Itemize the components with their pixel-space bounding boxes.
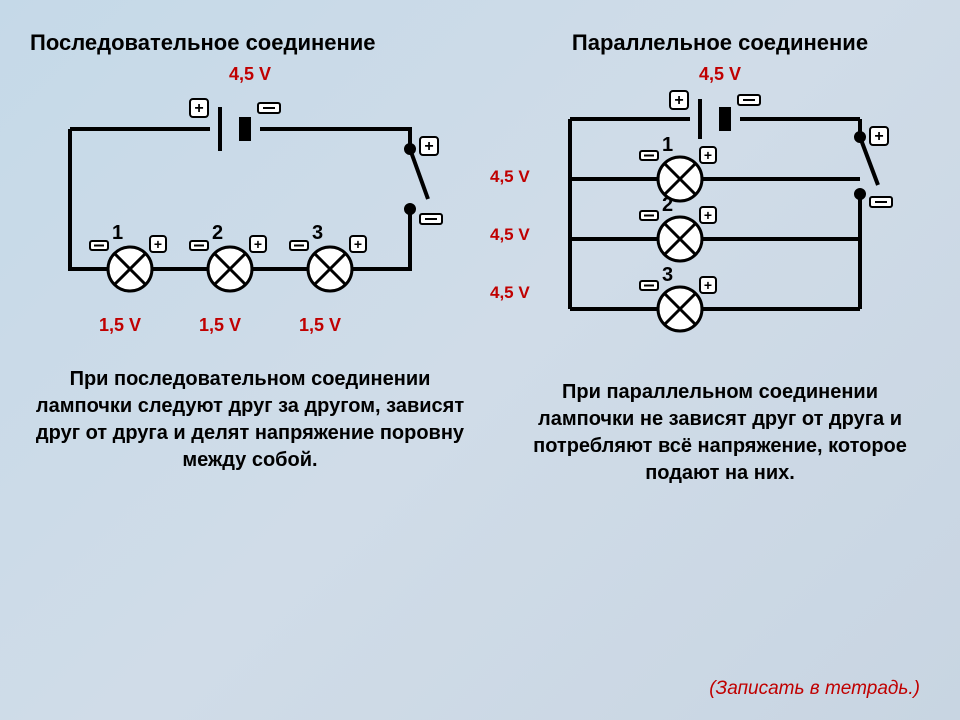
parallel-column: Параллельное соединение 4,5 V 4,5 V 4,5 …: [500, 30, 940, 487]
series-description: При последовательном соединении лампочки…: [30, 366, 470, 474]
plus-icon: +: [350, 236, 366, 252]
minus-icon: [640, 151, 658, 160]
parallel-circuit-svg: + + + + + 1 2 3: [500, 89, 920, 349]
minus-icon: [190, 241, 208, 250]
svg-text:+: +: [154, 236, 162, 252]
svg-text:+: +: [424, 138, 433, 155]
parallel-lamp-number-3: 3: [662, 264, 673, 286]
minus-icon: [870, 197, 892, 207]
plus-icon: +: [250, 236, 266, 252]
series-lamp-voltage-3: 1,5 V: [299, 315, 341, 336]
minus-icon: [640, 211, 658, 220]
parallel-lamp-voltage-1: 4,5 V: [490, 167, 530, 187]
plus-icon: +: [870, 127, 888, 145]
plus-icon: +: [150, 236, 166, 252]
parallel-description: При параллельном соединении лампочки не …: [500, 379, 940, 487]
minus-icon: [640, 281, 658, 290]
plus-icon: +: [700, 147, 716, 163]
series-lamp-voltage-1: 1,5 V: [99, 315, 141, 336]
series-lamp-number-2: 2: [212, 222, 223, 244]
series-lamp-voltage-2: 1,5 V: [199, 315, 241, 336]
parallel-lamp-number-2: 2: [662, 194, 673, 216]
minus-icon: [90, 241, 108, 250]
series-lamp-number-1: 1: [112, 222, 123, 244]
svg-text:+: +: [704, 147, 712, 163]
footnote: (Записать в тетрадь.): [709, 678, 920, 700]
series-title: Последовательное соединение: [30, 30, 470, 56]
minus-icon: [738, 95, 760, 105]
plus-icon: +: [420, 137, 438, 155]
svg-text:+: +: [194, 100, 203, 117]
svg-text:+: +: [874, 128, 883, 145]
svg-text:+: +: [674, 92, 683, 109]
series-circuit-svg: + + +: [30, 89, 450, 309]
svg-text:+: +: [704, 277, 712, 293]
series-lamp-voltages: 1,5 V 1,5 V 1,5 V: [70, 315, 370, 336]
series-lamp-3: [308, 247, 352, 291]
series-lamp-number-3: 3: [312, 222, 323, 244]
parallel-lamp-voltage-3: 4,5 V: [490, 283, 530, 303]
svg-text:+: +: [704, 207, 712, 223]
plus-icon: +: [700, 207, 716, 223]
plus-icon: +: [190, 99, 208, 117]
parallel-circuit: 4,5 V 4,5 V 4,5 V: [500, 89, 940, 349]
series-lamp-1: [108, 247, 152, 291]
minus-icon: [420, 214, 442, 224]
parallel-lamp-3: [658, 287, 702, 331]
parallel-source-voltage: 4,5 V: [500, 64, 940, 85]
parallel-lamp-voltage-2: 4,5 V: [490, 225, 530, 245]
minus-icon: [290, 241, 308, 250]
svg-text:+: +: [254, 236, 262, 252]
series-circuit: + + +: [30, 89, 470, 336]
plus-icon: +: [700, 277, 716, 293]
series-source-voltage: 4,5 V: [30, 64, 470, 85]
series-lamp-2: [208, 247, 252, 291]
parallel-title: Параллельное соединение: [500, 30, 940, 56]
minus-icon: [258, 103, 280, 113]
parallel-lamp-number-1: 1: [662, 134, 673, 156]
parallel-lamp-2: [658, 217, 702, 261]
plus-icon: +: [670, 91, 688, 109]
series-column: Последовательное соединение 4,5 V: [30, 30, 470, 474]
svg-text:+: +: [354, 236, 362, 252]
parallel-lamp-voltages: 4,5 V 4,5 V 4,5 V: [490, 167, 530, 303]
